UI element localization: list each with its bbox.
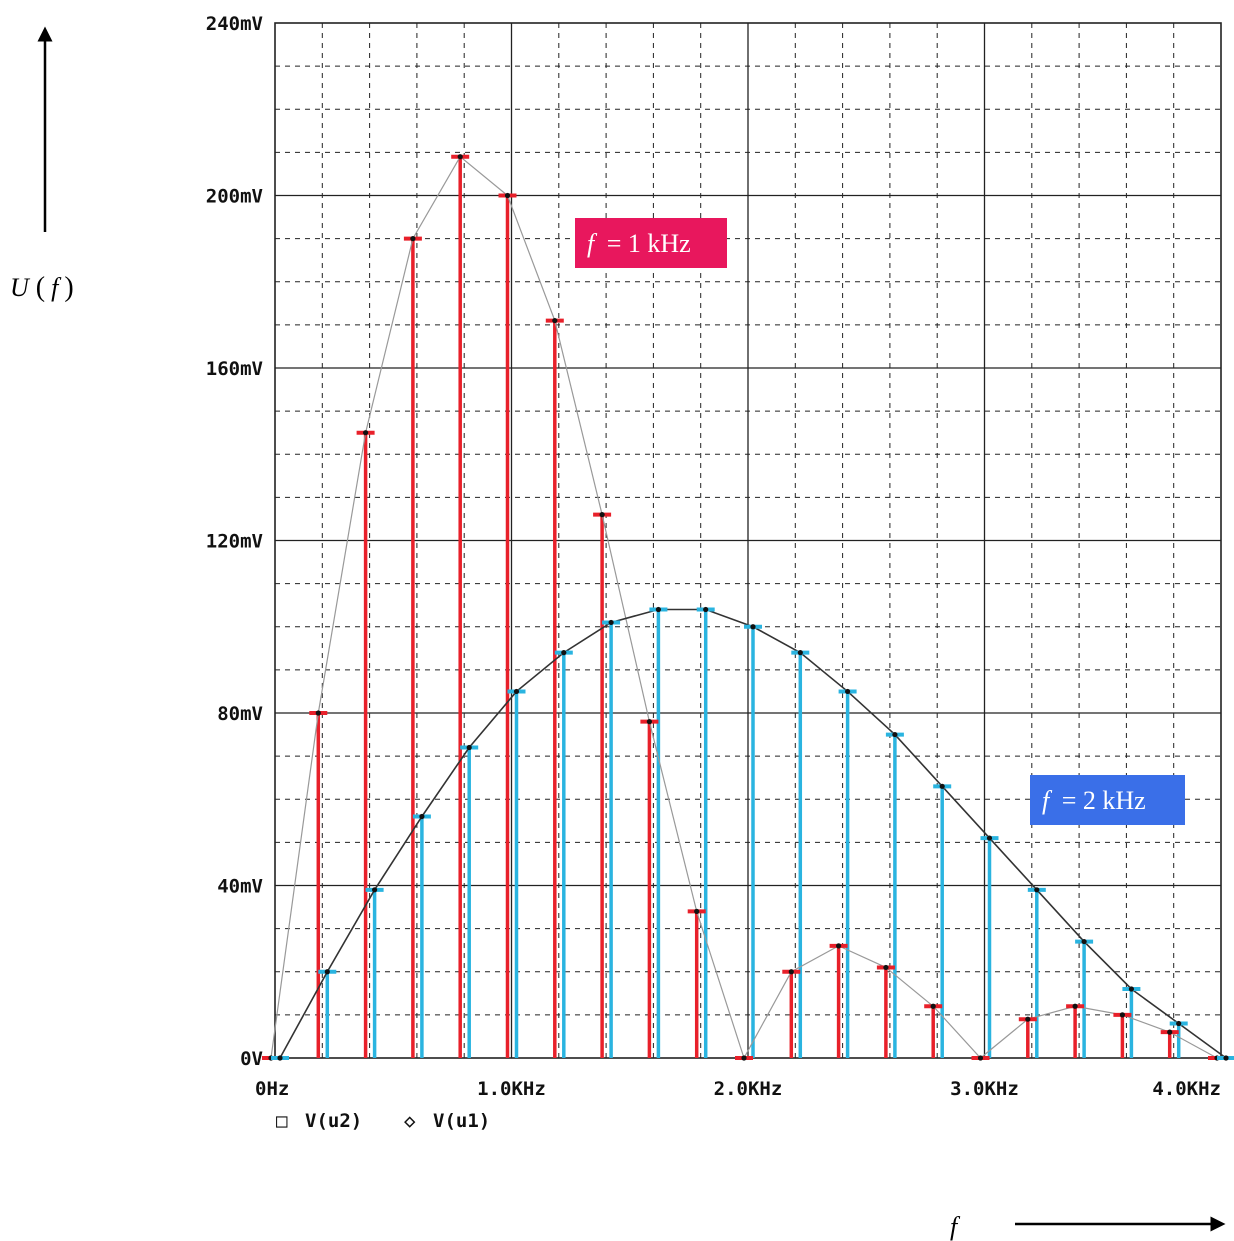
annotation-2khz-var: f <box>1042 786 1053 815</box>
data-point-2kHz <box>419 813 425 820</box>
data-point-1kHz <box>1167 1029 1173 1035</box>
envelope-1kHz <box>262 154 1226 1061</box>
series-area <box>262 154 1234 1061</box>
annotation-2khz-text: f = 2 kHz <box>1042 786 1146 815</box>
y-tick-label: 120mV <box>206 531 263 553</box>
annotation-2khz-eq: = 2 kHz <box>1062 786 1146 815</box>
data-point-1kHz <box>883 964 889 971</box>
annotation-1khz-eq: = 1 kHz <box>607 229 691 258</box>
data-point-2kHz <box>1128 986 1134 992</box>
data-point-1kHz <box>457 154 463 160</box>
data-point-1kHz <box>504 192 511 199</box>
legend-marker-u1: ◇ <box>404 1110 416 1132</box>
data-point-2kHz <box>703 606 709 613</box>
legend: □ V(u2) ◇ V(u1) <box>276 1110 490 1132</box>
data-point-2kHz <box>324 969 330 975</box>
x-tick-label: 2.0KHz <box>714 1078 783 1100</box>
x-tick-label: 3.0KHz <box>950 1078 1019 1100</box>
data-point-1kHz <box>1072 1003 1078 1009</box>
y-axis-label: U ( f ) <box>10 272 74 303</box>
data-point-2kHz <box>561 650 567 656</box>
y-tick-label: 80mV <box>217 703 263 725</box>
y-axis-arg: f <box>51 273 62 302</box>
data-point-2kHz <box>750 624 756 630</box>
envelope-2kHz <box>271 606 1234 1061</box>
data-point-2kHz <box>986 835 993 841</box>
data-point-2kHz <box>1223 1055 1229 1061</box>
data-point-1kHz <box>410 236 416 242</box>
y-axis-paren-close: ) <box>64 272 73 303</box>
data-point-1kHz <box>315 710 321 716</box>
data-point-2kHz <box>892 731 898 738</box>
x-tick-label: 0Hz <box>255 1078 289 1100</box>
data-point-2kHz <box>372 887 378 893</box>
data-point-1kHz <box>977 1055 984 1061</box>
data-point-2kHz <box>1081 938 1087 945</box>
legend-label-u1: V(u1) <box>433 1110 490 1132</box>
annotation-1khz-text: f = 1 kHz <box>587 229 691 258</box>
data-point-1kHz <box>599 512 605 518</box>
y-tick-label: 200mV <box>206 186 263 208</box>
data-point-2kHz <box>655 606 662 613</box>
legend-marker-u2: □ <box>276 1110 288 1132</box>
series-1kHz <box>316 156 1172 1058</box>
x-tick-label: 1.0KHz <box>477 1078 546 1100</box>
data-point-1kHz <box>1119 1012 1125 1018</box>
x-axis-label: f <box>950 1212 961 1241</box>
y-axis-symbol: U <box>10 273 31 302</box>
data-point-2kHz <box>939 783 945 789</box>
data-point-1kHz <box>552 317 558 324</box>
data-point-2kHz <box>1176 1020 1182 1027</box>
data-point-1kHz <box>930 1003 936 1009</box>
annotation-1khz: f = 1 kHz <box>575 218 727 268</box>
legend-label-u2: V(u2) <box>305 1110 362 1132</box>
data-point-2kHz <box>608 619 614 626</box>
data-point-2kHz <box>513 688 520 695</box>
data-point-1kHz <box>694 908 700 914</box>
data-point-1kHz <box>1025 1016 1031 1022</box>
y-tick-label: 240mV <box>206 13 263 35</box>
data-point-1kHz <box>741 1055 747 1061</box>
data-point-1kHz <box>363 430 369 436</box>
data-point-1kHz <box>836 943 842 949</box>
data-point-1kHz <box>788 969 794 975</box>
annotation-1khz-var: f <box>587 229 598 258</box>
x-tick-label: 4.0KHz <box>1152 1078 1221 1100</box>
series-2kHz <box>325 609 1181 1058</box>
grid <box>275 23 1221 1058</box>
y-tick-label: 160mV <box>206 358 263 380</box>
annotation-2khz: f = 2 kHz <box>1030 775 1185 825</box>
y-tick-label: 40mV <box>217 876 263 898</box>
y-axis-paren-open: ( <box>36 272 45 303</box>
data-point-1kHz <box>646 719 653 725</box>
y-tick-label: 0V <box>240 1048 263 1070</box>
data-point-2kHz <box>277 1055 283 1061</box>
annotation-1khz-box <box>575 218 727 268</box>
tick-labels: 0V 40mV 80mV 120mV 160mV 200mV 240mV 0Hz 1.0KHz 2… <box>206 13 1221 1100</box>
data-point-2kHz <box>1034 887 1040 893</box>
annotation-2khz-box <box>1030 775 1185 825</box>
data-point-2kHz <box>797 650 803 656</box>
data-point-2kHz <box>466 744 472 751</box>
data-point-2kHz <box>845 688 851 695</box>
